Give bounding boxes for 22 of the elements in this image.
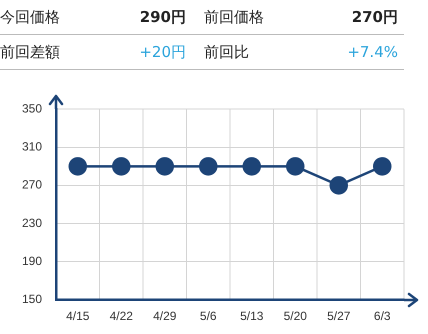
text: 今回価格	[0, 0, 100, 35]
text: 前回比	[192, 35, 302, 70]
y-tick-label: 270	[22, 178, 42, 192]
y-tick-label: 350	[22, 102, 42, 116]
x-tick-label: 5/13	[240, 309, 264, 324]
y-tick-label: 150	[22, 292, 42, 306]
y-tick-label: 310	[22, 140, 42, 154]
y-tick-label: 190	[22, 254, 42, 268]
x-tick-label: 5/20	[284, 309, 308, 324]
text: +20円	[100, 35, 192, 70]
text: 前回差額	[0, 35, 100, 70]
x-tick-label: 4/15	[66, 309, 90, 324]
x-tick-label: 6/3	[374, 309, 391, 324]
x-tick-label: 5/27	[327, 309, 351, 324]
text: +7.4%	[302, 35, 404, 70]
x-tick-label: 4/29	[153, 309, 177, 324]
x-tick-label: 5/6	[200, 309, 217, 324]
text: 前回価格	[192, 0, 302, 35]
text: 270円	[302, 0, 404, 35]
y-tick-label: 230	[22, 216, 42, 230]
text: 290円	[100, 0, 192, 35]
x-tick-label: 4/22	[110, 309, 134, 324]
